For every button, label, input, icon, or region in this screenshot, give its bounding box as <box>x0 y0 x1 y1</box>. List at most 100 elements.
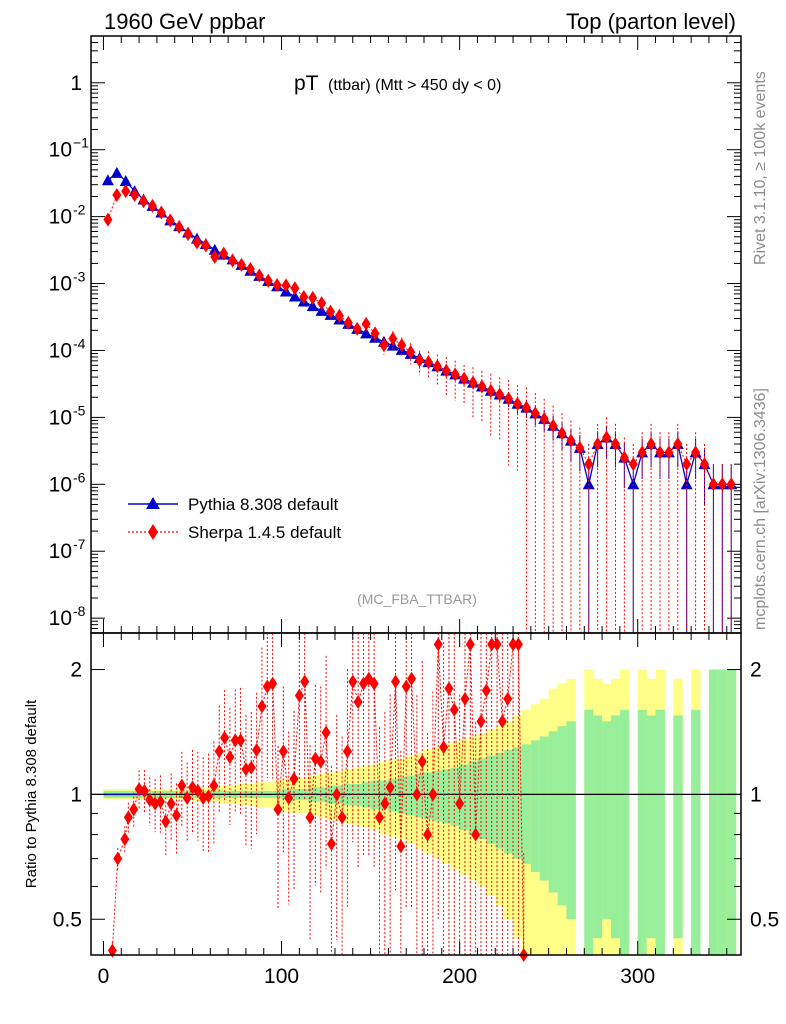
legend: Pythia 8.308 default Sherpa 1.4.5 defaul… <box>128 495 341 542</box>
sherpa-point <box>610 437 620 452</box>
sherpa-point <box>183 226 193 241</box>
sherpa-point <box>406 344 416 359</box>
sherpa-ratio-point <box>193 783 203 798</box>
sherpa-ratio-point <box>353 695 363 710</box>
sherpa-ratio-point <box>113 851 123 866</box>
band-inner <box>646 715 657 939</box>
plot-title-sub: (ttbar) (Mtt > 450 dy < 0) <box>328 77 501 94</box>
sherpa-point <box>254 268 264 283</box>
pythia-point <box>101 174 114 186</box>
main-y-tick-exponent: −1 <box>73 135 89 151</box>
sherpa-point <box>147 198 157 213</box>
ratio-panel: 0.5 0.5 1 1 2 2 0 100 200 300 Ratio to Pythia 8.… <box>23 632 779 988</box>
sherpa-ratio-point <box>503 691 513 706</box>
sherpa-point <box>263 273 273 288</box>
sherpa-ratio-point <box>471 827 481 842</box>
analysis-watermark: (MC_FBA_TTBAR) <box>357 591 477 607</box>
sherpa-ratio-line <box>111 643 525 956</box>
sherpa-ratio-point <box>129 802 139 817</box>
pythia-point <box>306 300 319 312</box>
band-inner <box>539 736 550 881</box>
sherpa-point <box>130 188 140 203</box>
sherpa-point <box>708 477 718 492</box>
sherpa-ratio-point <box>412 787 422 802</box>
sherpa-ratio-point <box>214 744 224 759</box>
sherpa-ratio-point <box>273 802 283 817</box>
sherpa-ratio-point <box>385 780 395 795</box>
band-inner <box>450 767 461 826</box>
band-inner <box>486 755 496 844</box>
sherpa-ratio-point <box>396 839 406 854</box>
sherpa-ratio-point <box>123 810 133 825</box>
sherpa-point <box>156 205 166 220</box>
sherpa-ratio-point <box>439 740 449 755</box>
sherpa-ratio-point <box>204 789 214 804</box>
band-inner <box>397 777 407 814</box>
sherpa-point <box>423 355 433 370</box>
main-y-tick-label: 1 <box>70 72 82 95</box>
pythia-point <box>360 327 373 339</box>
sherpa-point <box>593 437 603 452</box>
sherpa-point <box>459 371 469 386</box>
mcplots-reference-label: mcplots.cern.ch [arXiv:1306.3436] <box>752 388 769 630</box>
sherpa-point <box>530 406 540 421</box>
band-inner <box>637 709 648 955</box>
sherpa-point <box>245 261 255 276</box>
sherpa-point <box>637 445 647 460</box>
pythia-point <box>288 290 301 302</box>
sherpa-ratio-point <box>444 681 454 696</box>
sherpa-point <box>121 184 131 199</box>
ratio-y-tick-label-right: 0.5 <box>750 908 779 931</box>
sherpa-point <box>566 433 576 448</box>
band-inner <box>459 764 470 831</box>
sherpa-point <box>272 278 282 293</box>
band-inner <box>593 715 603 939</box>
sherpa-point <box>468 375 478 390</box>
main-y-tick-exponent: -3 <box>73 269 86 285</box>
sherpa-point <box>388 331 398 346</box>
sherpa-ratio-point <box>252 742 262 757</box>
sherpa-ratio-point <box>107 943 117 958</box>
sherpa-point <box>655 445 665 460</box>
sherpa-ratio-point <box>508 637 518 652</box>
sherpa-ratio-point <box>120 832 130 847</box>
sherpa-ratio-point <box>230 733 240 748</box>
sherpa-ratio-point <box>246 760 256 775</box>
sherpa-ratio-point <box>182 791 192 806</box>
sherpa-ratio-point <box>433 637 443 652</box>
sherpa-point <box>699 457 709 472</box>
pythia-point <box>119 175 132 187</box>
band-inner <box>619 709 630 955</box>
sherpa-ratio-point <box>171 808 181 823</box>
x-tick-labels: 0 100 200 300 <box>98 965 656 988</box>
main-series-layer <box>101 166 738 633</box>
sherpa-point <box>361 316 371 331</box>
main-axis-ticks <box>91 35 741 634</box>
sherpa-ratio-point <box>417 754 427 769</box>
main-y-tick-label: 10 <box>49 139 72 162</box>
plot-title-main: pT <box>294 72 319 95</box>
legend-label-sherpa: Sherpa 1.4.5 default <box>188 523 341 542</box>
sherpa-point <box>397 338 407 353</box>
sherpa-point <box>210 249 220 264</box>
sherpa-ratio-point <box>257 699 267 714</box>
sherpa-ratio-point <box>460 691 470 706</box>
sherpa-ratio-point <box>284 791 294 806</box>
ratio-y-tick-label-left: 0.5 <box>53 908 82 931</box>
sherpa-ratio-point <box>139 783 149 798</box>
sherpa-point <box>619 450 629 465</box>
main-y-tick-exponent: -2 <box>73 202 86 218</box>
sherpa-ratio-point <box>209 778 219 793</box>
sherpa-ratio-point <box>316 754 326 769</box>
sherpa-point <box>521 400 531 415</box>
sherpa-point <box>201 238 211 253</box>
sherpa-ratio-point <box>465 637 475 652</box>
main-y-tick-label: 10 <box>49 273 72 296</box>
main-y-tick-label: 10 <box>49 206 72 229</box>
ratio-y-tick-labels: 0.5 0.5 1 1 2 2 <box>53 659 779 932</box>
band-inner <box>477 758 487 840</box>
sherpa-point <box>370 326 380 341</box>
sherpa-point <box>112 188 122 203</box>
sherpa-ratio-point <box>492 637 502 652</box>
